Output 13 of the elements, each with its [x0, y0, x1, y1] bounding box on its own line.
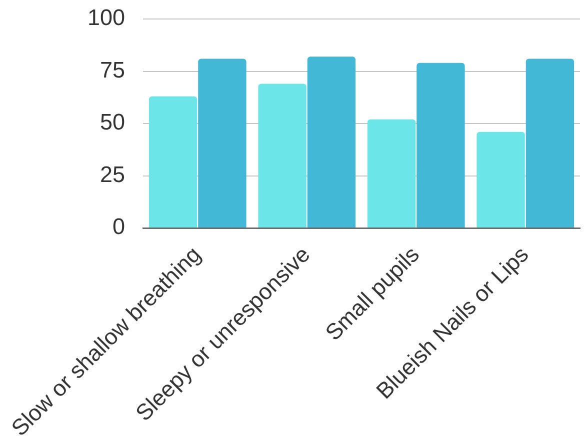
- bar: [307, 56, 356, 228]
- y-tick-label: 50: [100, 110, 125, 135]
- bar: [148, 96, 198, 228]
- y-tick-label: 100: [87, 5, 125, 30]
- bar: [367, 119, 416, 228]
- bar: [526, 58, 574, 228]
- bar: [416, 62, 465, 228]
- y-tick-label: 0: [112, 214, 125, 240]
- y-tick-label: 75: [100, 57, 125, 82]
- bar: [198, 58, 246, 228]
- bar: [476, 132, 525, 228]
- bar: [258, 84, 306, 228]
- y-tick-label: 25: [100, 162, 125, 187]
